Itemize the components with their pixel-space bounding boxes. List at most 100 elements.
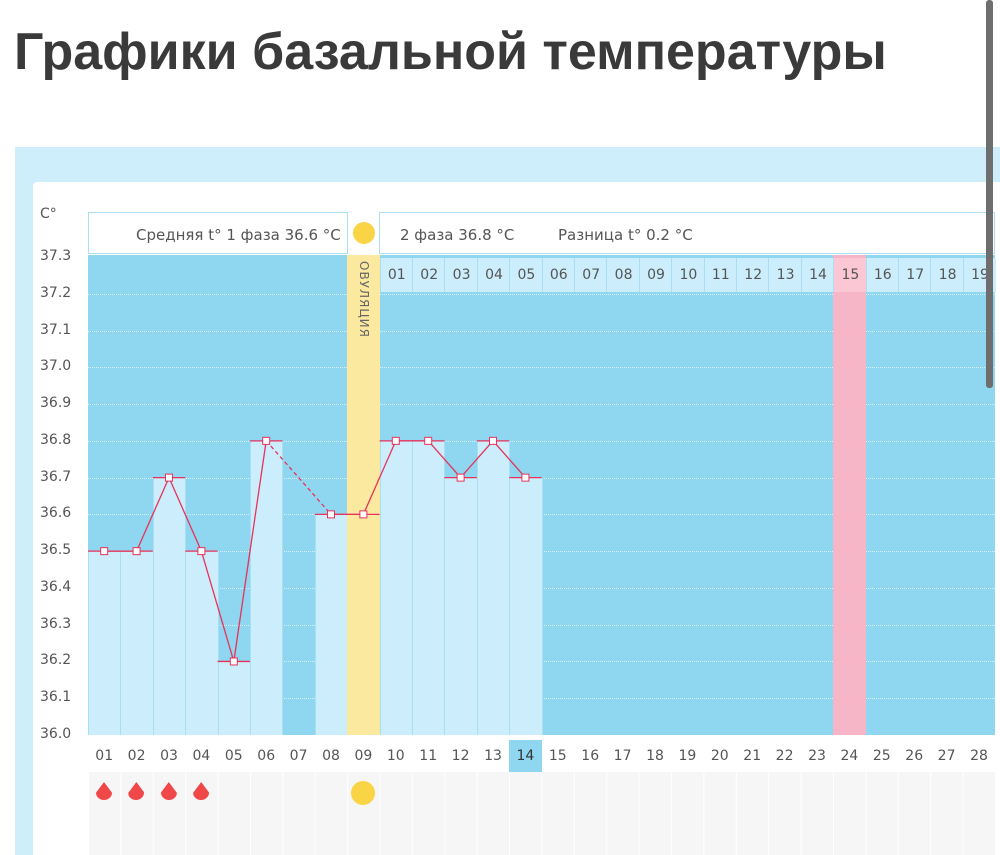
ovulation-sun-icon [351, 781, 376, 805]
x-tick-label: 10 [386, 748, 405, 764]
x-tick-label: 21 [743, 748, 762, 764]
x-tick-label: 12 [451, 748, 470, 764]
scrollbar[interactable] [986, 0, 993, 388]
data-point[interactable] [100, 547, 109, 556]
data-point[interactable] [165, 473, 173, 482]
x-tick-label: 17 [613, 748, 632, 764]
gridline [88, 440, 995, 442]
y-tick-label: 36.2 [40, 652, 72, 669]
temperature-bar [476, 440, 511, 735]
x-tick-label: 22 [775, 748, 794, 764]
phase1-average: Средняя t° 1 фаза 36.6 °C [136, 226, 341, 244]
y-tick-label: 36.6 [40, 505, 72, 522]
x-tick-label: 27 [937, 748, 956, 764]
x-tick-label: 26 [905, 748, 924, 764]
phase2-day-label: 04 [476, 258, 511, 292]
data-point[interactable] [327, 510, 335, 519]
data-point[interactable] [359, 510, 368, 519]
y-tick-label: 36.3 [40, 615, 72, 632]
x-tick-label: 19 [678, 748, 697, 764]
gridline [88, 404, 995, 406]
line-segment [427, 440, 462, 479]
line-segment [362, 440, 397, 515]
phase2-day-label: 13 [768, 258, 802, 292]
x-tick-label: 03 [160, 748, 178, 764]
x-tick-label: 05 [224, 748, 243, 764]
y-tick-label: 36.9 [40, 395, 72, 412]
phase2-day-label: 06 [541, 258, 575, 292]
data-point[interactable] [229, 657, 238, 666]
ovulation-column: ОВУЛЯЦИЯ [347, 255, 380, 735]
y-tick-label: 36.1 [40, 689, 72, 706]
phase2-day-label: 18 [930, 258, 964, 292]
line-segment [168, 477, 202, 552]
temperature-bar [250, 440, 284, 735]
x-tick-label: 18 [646, 748, 664, 764]
line-segment [233, 440, 267, 662]
y-tick-label: 36.0 [40, 726, 72, 742]
data-point[interactable] [391, 436, 400, 445]
temperature-bar [509, 477, 543, 735]
x-tick-label: 07 [289, 748, 308, 764]
phase-header [88, 212, 995, 254]
x-tick-label: 01 [95, 748, 114, 764]
x-tick-label: 16 [581, 748, 600, 764]
x-tick-label: 11 [419, 748, 438, 764]
x-tick-label: 08 [322, 748, 340, 764]
phase2-day-label: 16 [865, 258, 899, 292]
y-tick-label: 36.7 [40, 468, 72, 485]
phase2-day-label: 12 [736, 258, 770, 292]
phase2-day-label: 01 [379, 258, 413, 292]
x-tick-label: 25 [872, 748, 891, 764]
phase2-day-label: 14 [800, 258, 835, 292]
sun-icon [353, 222, 375, 244]
data-point[interactable] [132, 547, 141, 556]
y-tick-label: 36.4 [40, 578, 72, 595]
phase2-day-label: 05 [509, 258, 543, 292]
y-tick-label: 37.3 [40, 248, 72, 264]
x-tick-label: 13 [484, 748, 502, 764]
x-tick-label: 14 [509, 740, 542, 772]
phase2-day-label: 15 [833, 258, 867, 292]
temperature-bar [185, 551, 219, 735]
x-tick-label: 06 [257, 748, 276, 764]
highlight-column [833, 255, 866, 735]
temperature-difference: Разница t° 0.2 °C [558, 226, 693, 244]
line-segment [492, 440, 526, 479]
y-tick-label: 37.0 [40, 358, 72, 375]
symptoms-grid [88, 772, 995, 855]
x-tick-label: 24 [840, 748, 859, 764]
phase2-day-label: 11 [703, 258, 737, 292]
x-tick-label: 09 [354, 748, 373, 764]
data-point[interactable] [521, 473, 530, 482]
x-tick-label: 04 [192, 748, 211, 764]
y-tick-label: 36.5 [40, 542, 72, 559]
temperature-bar [217, 661, 251, 735]
gridline [88, 330, 995, 332]
phase2-day-label: 07 [574, 258, 608, 292]
ovulation-header-cell [347, 212, 380, 254]
y-axis-label: C° [40, 206, 57, 222]
data-point[interactable] [197, 547, 206, 556]
phase2-day-label: 10 [671, 258, 705, 292]
phase2-day-label: 08 [606, 258, 640, 292]
gridline [88, 293, 995, 295]
line-segment [265, 440, 332, 515]
temperature-bar [314, 514, 349, 735]
x-tick-label: 02 [127, 748, 146, 764]
phase2-day-label: 09 [638, 258, 673, 292]
data-point[interactable] [489, 436, 497, 445]
line-segment [200, 550, 235, 662]
x-tick-label: 23 [808, 748, 826, 764]
phase2-average: 2 фаза 36.8 °C [400, 226, 515, 244]
y-tick-label: 37.1 [40, 321, 72, 338]
data-point[interactable] [456, 473, 465, 482]
page-title: Графики базальной температуры [14, 23, 887, 81]
data-point[interactable] [262, 436, 271, 445]
temperature-bar [412, 440, 446, 735]
line-segment [136, 477, 170, 552]
x-tick-label: 20 [710, 748, 729, 764]
data-point[interactable] [424, 436, 433, 445]
y-tick-label: 36.8 [40, 431, 72, 448]
phase2-day-label: 17 [898, 258, 932, 292]
